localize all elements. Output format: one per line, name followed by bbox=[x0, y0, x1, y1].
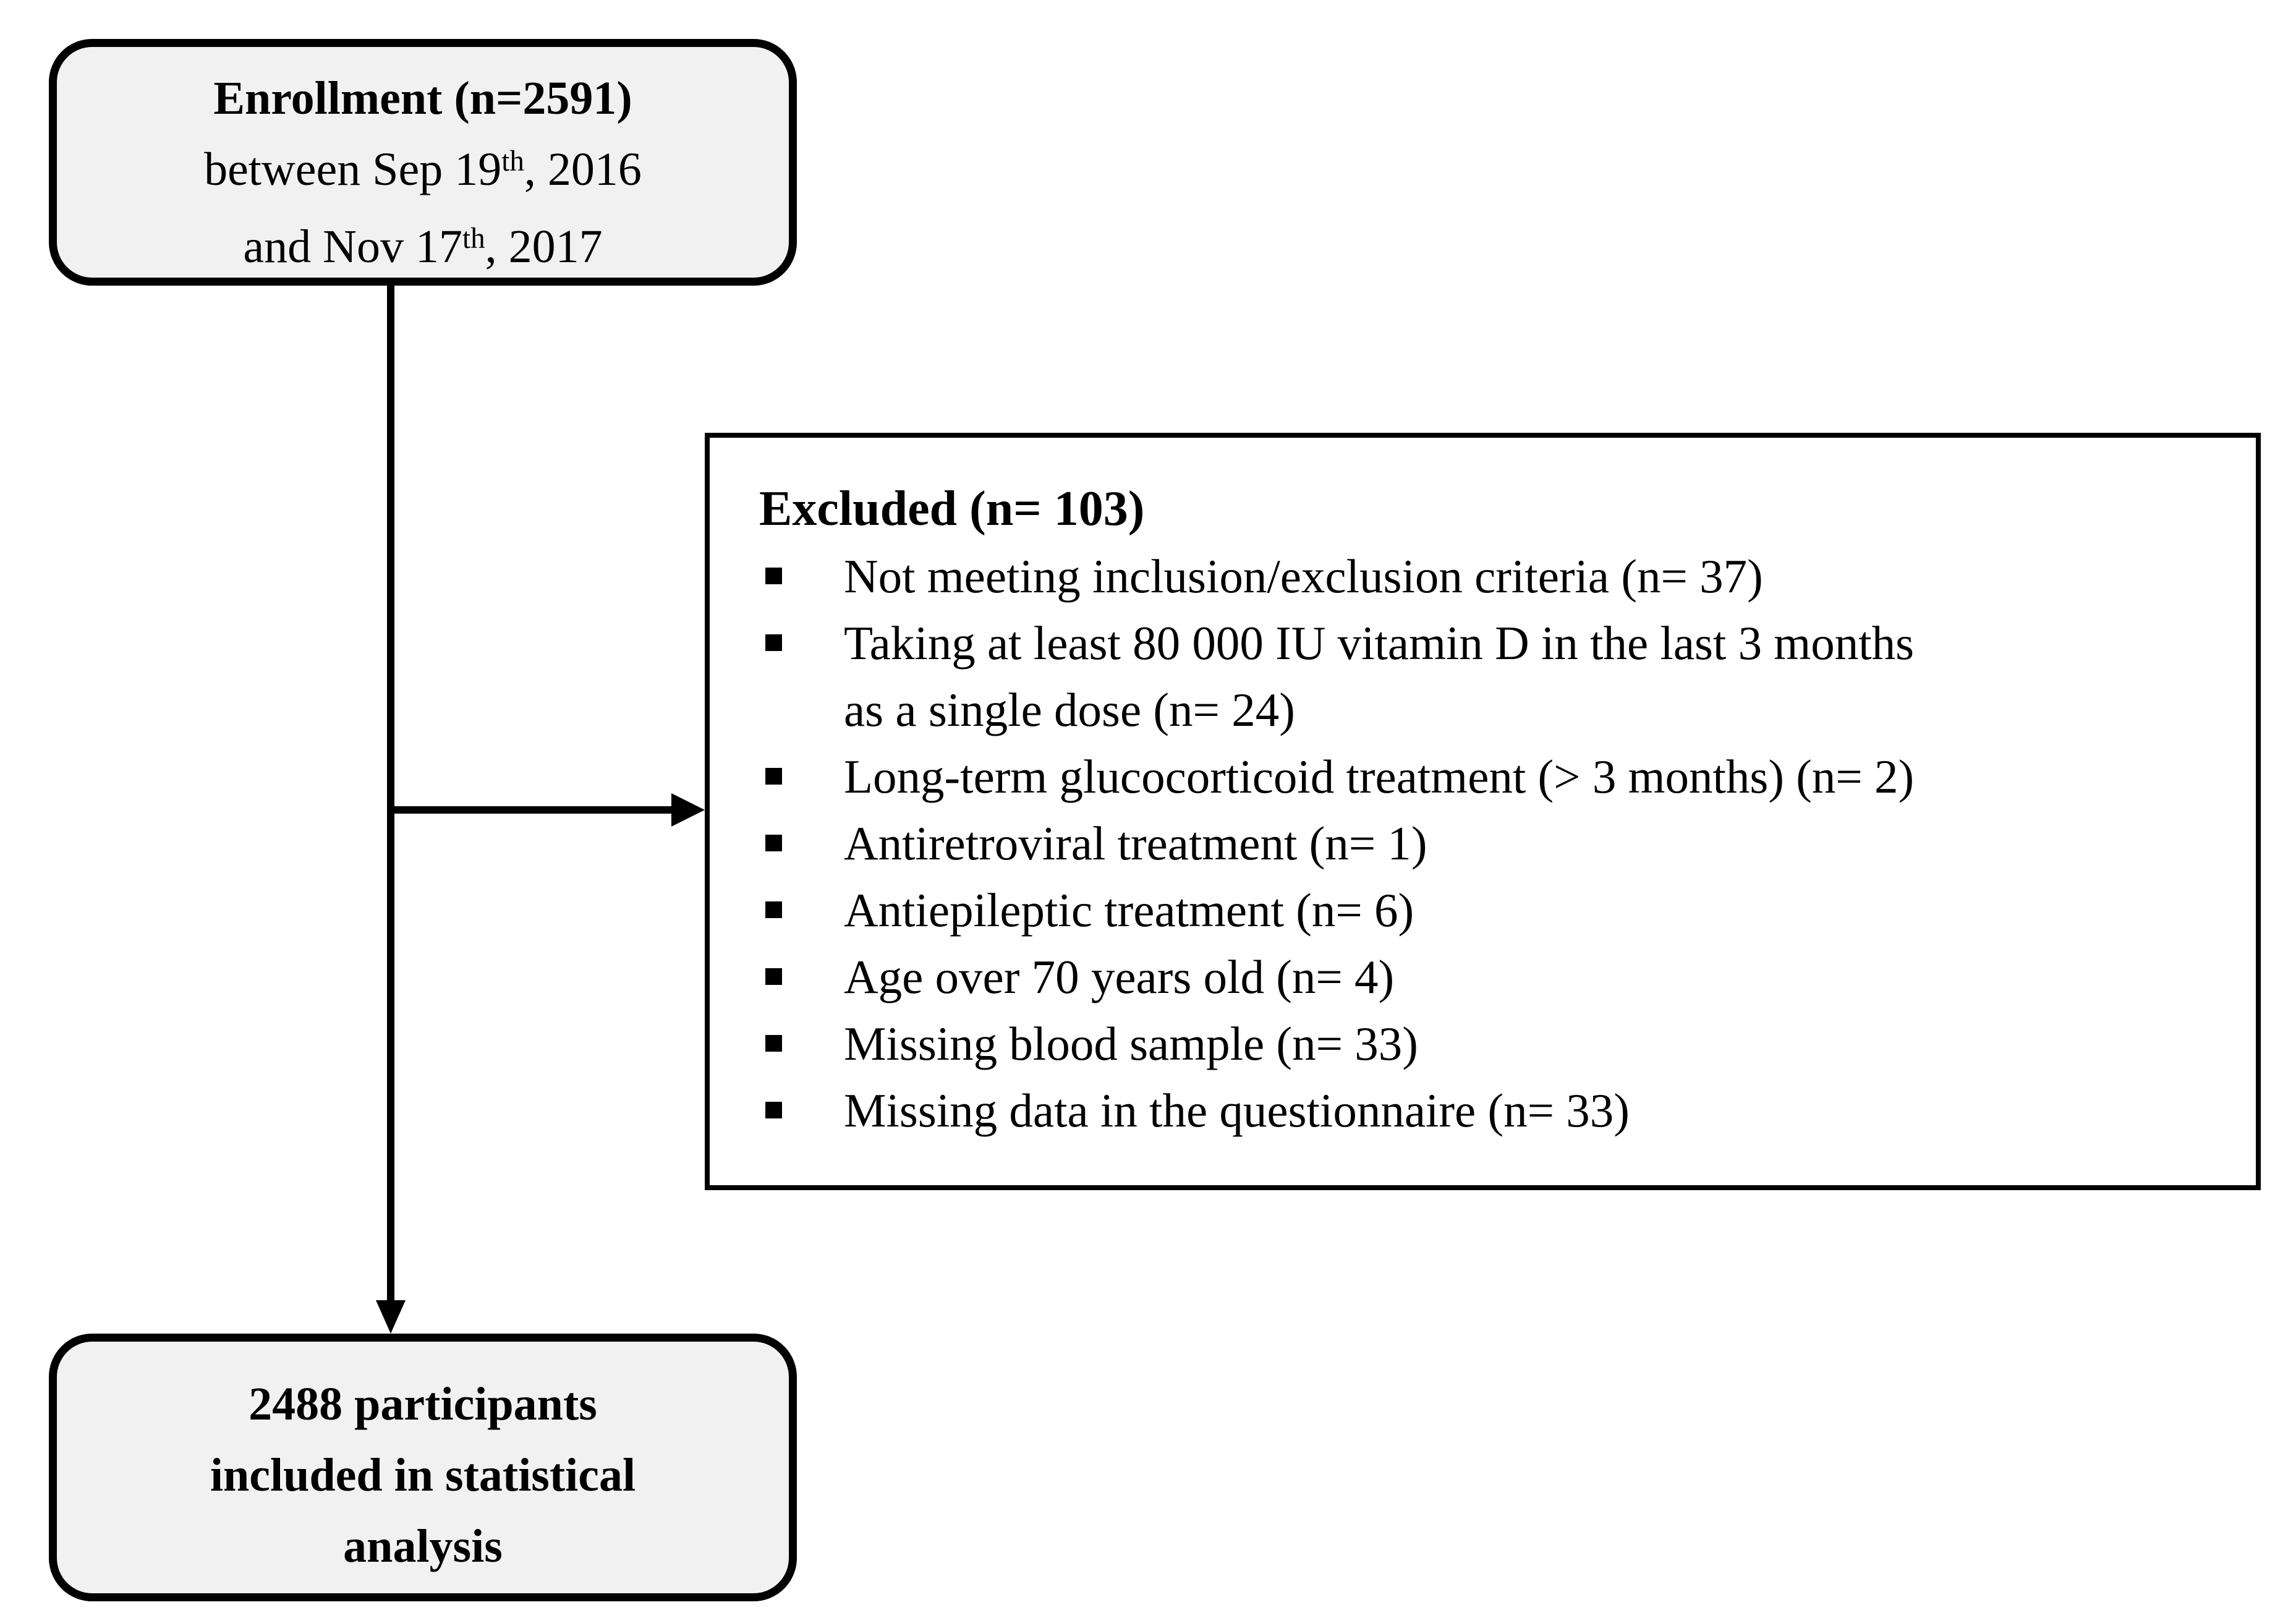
final-box: 2488 participants included in statistica… bbox=[49, 1334, 797, 1601]
enrollment-date-2-ordinal: th bbox=[462, 223, 485, 255]
excluded-item: Antiepileptic treatment (n= 6) bbox=[759, 877, 2231, 943]
bullet-square-icon bbox=[765, 968, 782, 985]
excluded-item-text: Missing data in the questionnaire (n= 33… bbox=[844, 1084, 1630, 1137]
enrollment-date-2-tail: , 2017 bbox=[485, 221, 603, 273]
excluded-item: Taking at least 80 000 IU vitamin D in t… bbox=[759, 610, 2231, 743]
bullet-square-icon bbox=[765, 901, 782, 918]
excluded-list: Not meeting inclusion/exclusion criteria… bbox=[759, 543, 2231, 1144]
bullet-square-icon bbox=[765, 1102, 782, 1118]
enrollment-date-line-1: between Sep 19th, 2016 bbox=[57, 134, 789, 211]
excluded-item-text: Antiepileptic treatment (n= 6) bbox=[844, 884, 1414, 937]
bullet-square-icon bbox=[765, 835, 782, 851]
arrow-right-icon bbox=[671, 793, 705, 827]
excluded-item: Not meeting inclusion/exclusion criteria… bbox=[759, 543, 2231, 610]
enrollment-date-1-ordinal: th bbox=[501, 145, 524, 178]
excluded-item-text: Taking at least 80 000 IU vitamin D in t… bbox=[844, 616, 1915, 736]
bullet-square-icon bbox=[765, 568, 782, 584]
excluded-item-text: Missing blood sample (n= 33) bbox=[844, 1017, 1418, 1070]
branch-line-horizontal bbox=[389, 806, 673, 814]
bullet-square-icon bbox=[765, 634, 782, 651]
enrollment-date-1-text: between Sep 19 bbox=[204, 143, 502, 195]
excluded-item: Long-term glucocorticoid treatment (> 3 … bbox=[759, 743, 2231, 810]
excluded-item: Antiretroviral treatment (n= 1) bbox=[759, 810, 2231, 877]
bullet-square-icon bbox=[765, 1035, 782, 1052]
arrow-down-icon bbox=[376, 1300, 406, 1334]
excluded-title: Excluded (n= 103) bbox=[759, 482, 1145, 536]
bullet-square-icon bbox=[765, 768, 782, 785]
enrollment-date-line-2: and Nov 17th, 2017 bbox=[57, 211, 789, 289]
excluded-item: Missing data in the questionnaire (n= 33… bbox=[759, 1077, 2231, 1144]
enrollment-title: Enrollment (n=2591) bbox=[213, 72, 632, 124]
final-box-line-3: analysis bbox=[343, 1520, 503, 1572]
excluded-item-text: Not meeting inclusion/exclusion criteria… bbox=[844, 550, 1763, 603]
final-box-line-1: 2488 participants bbox=[249, 1378, 597, 1430]
excluded-item-text: Long-term glucocorticoid treatment (> 3 … bbox=[844, 750, 1915, 803]
excluded-item: Missing blood sample (n= 33) bbox=[759, 1010, 2231, 1077]
excluded-item: Age over 70 years old (n= 4) bbox=[759, 943, 2231, 1010]
enrollment-box: Enrollment (n=2591) between Sep 19th, 20… bbox=[49, 39, 797, 286]
excluded-item-text: Antiretroviral treatment (n= 1) bbox=[844, 817, 1427, 870]
flow-line-vertical bbox=[387, 286, 394, 1303]
excluded-box: Excluded (n= 103) Not meeting inclusion/… bbox=[705, 433, 2261, 1190]
final-box-line-2: included in statistical bbox=[210, 1449, 636, 1501]
excluded-item-text: Age over 70 years old (n= 4) bbox=[844, 950, 1395, 1003]
enrollment-date-2-text: and Nov 17 bbox=[243, 221, 462, 273]
enrollment-date-1-tail: , 2016 bbox=[524, 143, 642, 195]
